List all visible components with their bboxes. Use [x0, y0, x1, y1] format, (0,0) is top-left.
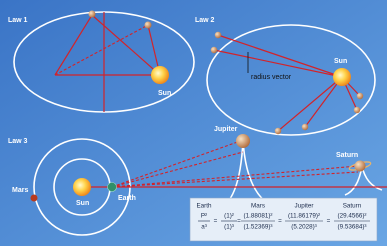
denominator: (1)³	[224, 224, 234, 231]
column-name: Jupiter	[295, 203, 314, 210]
denominator: (9.53684)³	[337, 224, 366, 231]
column-name: Earth	[196, 203, 212, 210]
column-name: Saturn	[343, 203, 362, 210]
kepler-diagram: Law 1 Sun Law 2 Sun radius vector Law 3	[0, 0, 387, 246]
sun	[73, 178, 91, 196]
planet	[354, 107, 360, 113]
numerator: (1)²	[224, 213, 234, 220]
mars-label: Mars	[12, 187, 28, 194]
saturn	[355, 161, 366, 172]
planet	[275, 128, 281, 134]
jupiter-label: Jupiter	[214, 126, 238, 133]
equals-sign: =	[278, 218, 282, 225]
earth-label: Earth	[118, 195, 136, 202]
sun	[151, 66, 169, 84]
numerator: (1.88081)²	[243, 213, 272, 220]
planet	[215, 32, 221, 38]
numerator: (11.86179)²	[288, 213, 320, 220]
radius-vector-label: radius vector	[251, 74, 292, 81]
earth	[108, 183, 117, 192]
planet	[89, 11, 96, 18]
sun-label: Sun	[76, 200, 89, 207]
jupiter	[236, 134, 250, 148]
planet	[145, 22, 152, 29]
denominator: (5.2028)³	[291, 224, 317, 231]
equals-sign: =	[237, 218, 241, 225]
equals-sign: =	[327, 218, 331, 225]
sun-label: Sun	[158, 90, 171, 97]
column-name: Mars	[251, 203, 265, 210]
planet	[211, 47, 217, 53]
sun-label: Sun	[334, 58, 347, 65]
numerator: (29.4566)²	[337, 213, 366, 220]
planet	[357, 93, 363, 99]
numerator: P²	[201, 213, 207, 220]
planet	[302, 124, 308, 130]
denominator: (1.52369)³	[243, 224, 272, 231]
law2-label: Law 2	[195, 17, 215, 24]
saturn-label: Saturn	[336, 152, 358, 159]
law1-label: Law 1	[8, 17, 28, 24]
law3-label: Law 3	[8, 138, 28, 145]
denominator: a³	[201, 224, 207, 231]
sun	[333, 68, 351, 86]
equals-sign: =	[214, 218, 218, 225]
mars	[31, 195, 38, 202]
